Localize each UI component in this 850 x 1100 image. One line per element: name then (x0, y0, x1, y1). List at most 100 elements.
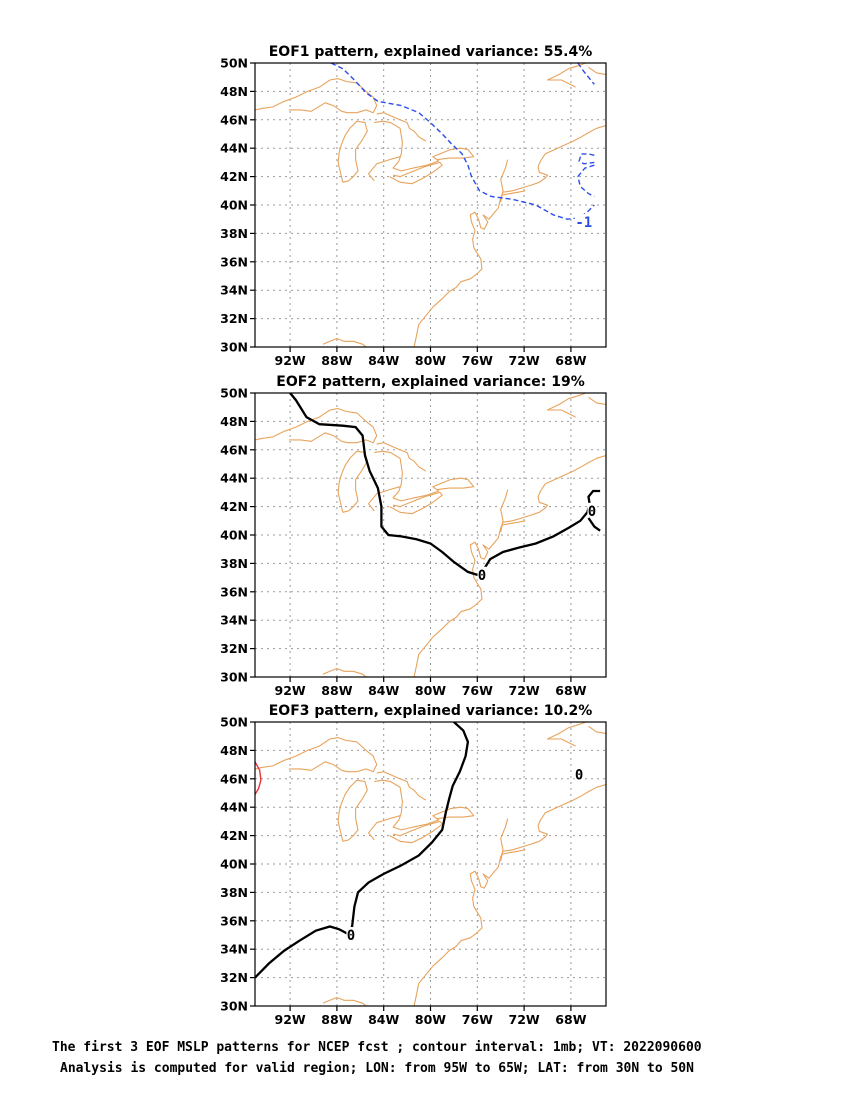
coastline (367, 156, 401, 182)
coastline (546, 63, 587, 88)
lat-tick-label: 38N (220, 556, 248, 571)
coastline (255, 78, 378, 114)
contour-label-bg (574, 766, 584, 781)
graticule (255, 63, 606, 347)
lat-tick-label: 48N (220, 743, 248, 758)
contour-label-bg (477, 566, 487, 581)
lat-tick-label: 40N (220, 198, 248, 213)
coastline (367, 815, 401, 841)
coastline (389, 161, 443, 185)
lat-tick-label: 34N (220, 942, 248, 957)
lon-tick-label: 80W (415, 353, 446, 368)
lat-tick-label: 46N (220, 112, 248, 127)
lon-tick-label: 72W (509, 1012, 540, 1027)
graticule (255, 393, 606, 677)
lat-tick-label: 38N (220, 226, 248, 241)
lat-tick-label: 36N (220, 254, 248, 269)
contour-label: 0 (478, 568, 486, 584)
lon-tick-label: 72W (509, 683, 540, 698)
coastline (501, 520, 526, 526)
coastline (501, 190, 526, 196)
contour-line (255, 722, 470, 979)
coastline (374, 779, 475, 831)
coastline (500, 159, 509, 203)
coastline (500, 818, 509, 862)
coastline (337, 450, 368, 513)
lat-tick-label: 40N (220, 528, 248, 543)
coastline (588, 725, 606, 734)
lat-tick-label: 48N (220, 84, 248, 99)
coastline (337, 120, 368, 183)
coastline (337, 779, 368, 842)
graticule (255, 722, 606, 1006)
lon-tick-label: 68W (555, 353, 586, 368)
contour-label: 0 (347, 928, 355, 944)
lon-tick-label: 92W (275, 683, 306, 698)
lon-tick-label: 72W (509, 353, 540, 368)
lon-tick-label: 84W (368, 353, 399, 368)
lon-tick-label: 68W (555, 1012, 586, 1027)
lon-tick-label: 92W (275, 353, 306, 368)
coastline (546, 393, 587, 418)
contour-label-bg (346, 927, 356, 941)
contour-line (255, 761, 262, 795)
lat-tick-label: 46N (220, 771, 248, 786)
coastline (413, 783, 606, 1006)
panel-title: EOF3 pattern, explained variance: 10.2% (269, 703, 593, 719)
coastline (374, 450, 475, 502)
lat-tick-label: 46N (220, 442, 248, 457)
lat-tick-label: 40N (220, 857, 248, 872)
coastline (322, 667, 368, 677)
coastline (546, 722, 587, 747)
lat-tick-label: 44N (220, 141, 248, 156)
coastline (376, 112, 427, 142)
contour-label: 0 (588, 504, 596, 520)
contour-label: -1 (575, 215, 592, 231)
coastline (376, 771, 427, 801)
panel-title: EOF2 pattern, explained variance: 19% (276, 374, 584, 390)
eof2-panel: EOF2 pattern, explained variance: 19% 0 0 3… (220, 374, 607, 698)
contour-label: 0 (575, 768, 583, 784)
lat-tick-label: 36N (220, 913, 248, 928)
contour-line (577, 63, 595, 85)
lat-tick-label: 30N (220, 999, 248, 1014)
lat-tick-label: 30N (220, 340, 248, 355)
lon-tick-label: 84W (368, 1012, 399, 1027)
lat-tick-label: 32N (220, 311, 248, 326)
lon-tick-label: 88W (321, 1012, 352, 1027)
lat-tick-label: 42N (220, 169, 248, 184)
coastline (255, 737, 378, 773)
lon-tick-label: 88W (321, 683, 352, 698)
contour-line (330, 63, 595, 220)
lat-tick-label: 38N (220, 885, 248, 900)
lat-tick-label: 36N (220, 584, 248, 599)
contour-label-bg (587, 502, 597, 517)
contour-line (577, 164, 595, 198)
lat-tick-label: 50N (220, 56, 248, 71)
lat-tick-label: 42N (220, 828, 248, 843)
lon-tick-label: 88W (321, 353, 352, 368)
coastline (413, 454, 606, 677)
lat-tick-label: 42N (220, 499, 248, 514)
coastline (322, 337, 368, 347)
lon-tick-label: 76W (462, 683, 493, 698)
lat-tick-label: 50N (220, 386, 248, 401)
eof1-panel: EOF1 pattern, explained variance: 55.4% -… (220, 44, 607, 368)
lat-tick-label: 44N (220, 800, 248, 815)
lat-tick-label: 32N (220, 970, 248, 985)
lon-tick-label: 76W (462, 353, 493, 368)
footer-caption-line-1: The first 3 EOF MSLP patterns for NCEP f… (52, 1040, 702, 1055)
lat-tick-label: 50N (220, 715, 248, 730)
map-content: 00 (255, 722, 606, 1006)
coastline (322, 996, 368, 1006)
lon-tick-label: 92W (275, 1012, 306, 1027)
lon-tick-label: 76W (462, 1012, 493, 1027)
coastline (367, 486, 401, 512)
coastline (588, 396, 606, 405)
lat-tick-label: 34N (220, 613, 248, 628)
contour-line (587, 517, 601, 532)
coastline (255, 408, 378, 444)
coastline (389, 491, 443, 515)
contour-line (289, 393, 601, 577)
lat-tick-label: 34N (220, 283, 248, 298)
